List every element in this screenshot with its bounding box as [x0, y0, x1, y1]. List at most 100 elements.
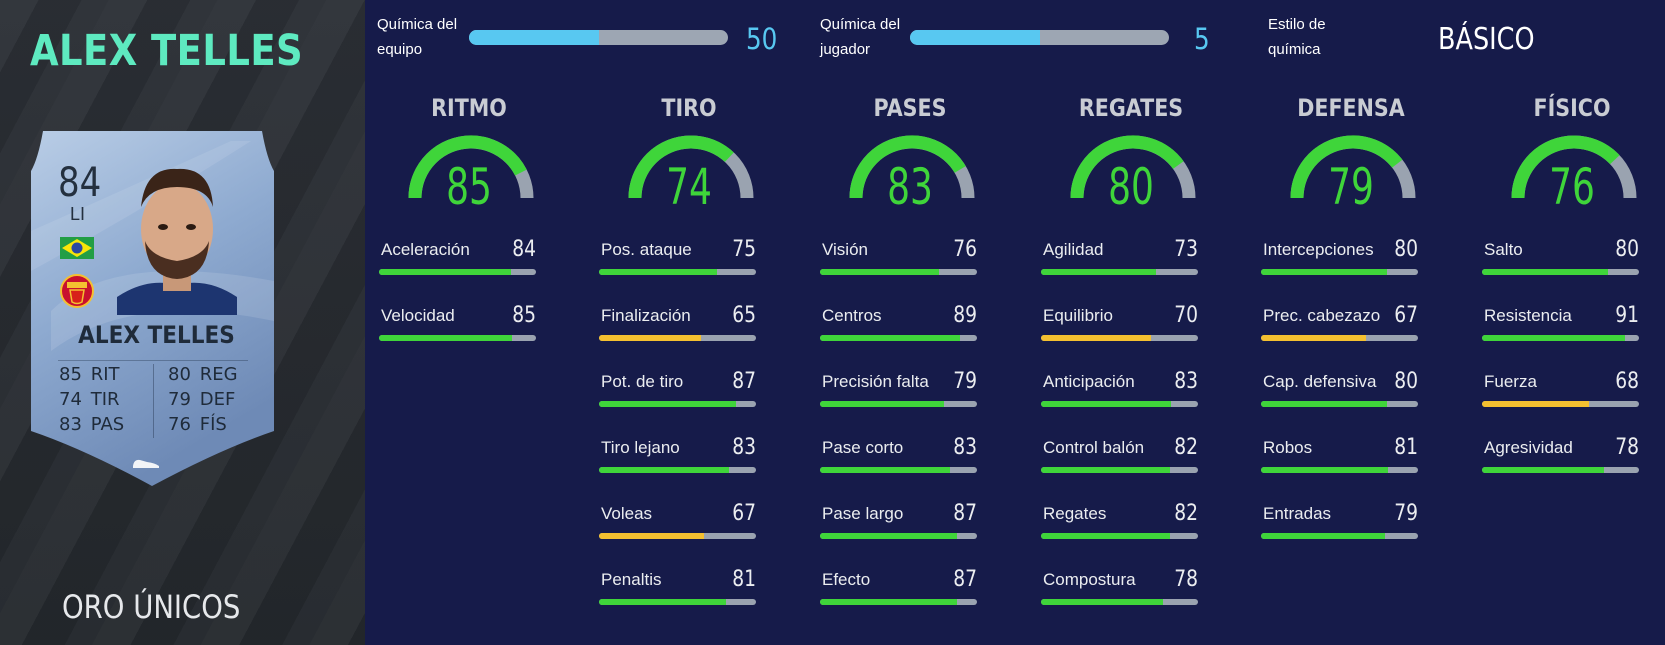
attribute-bar-fill [599, 467, 730, 473]
attribute-bar [1261, 401, 1418, 407]
card-stat-reg: 80 REG [168, 364, 238, 385]
attribute-bar [1041, 467, 1198, 473]
attribute-name: Agilidad [1043, 240, 1104, 259]
attribute-row: Fuerza 68 [1482, 369, 1642, 410]
attribute-name: Control balón [1043, 438, 1145, 457]
attribute-bar [599, 269, 756, 275]
attribute-name: Agresividad [1484, 438, 1573, 457]
attribute-bar-fill [820, 467, 951, 473]
gauge-fill [849, 135, 966, 199]
attribute-name: Pot. de tiro [601, 372, 684, 391]
attribute-row: Salto 80 [1482, 237, 1642, 278]
attribute-row: Pase corto 83 [820, 435, 980, 476]
attribute-name: Penaltis [601, 570, 662, 589]
player-card[interactable] [31, 131, 274, 486]
attribute-bar-fill [1041, 533, 1170, 539]
attribute-bar-fill [379, 269, 511, 275]
attribute-row: Resistencia 91 [1482, 303, 1642, 344]
attribute-row: Equilibrio 70 [1041, 303, 1201, 344]
attribute-value: 80 [1394, 237, 1418, 262]
attribute-name: Entradas [1263, 504, 1332, 523]
attribute-name: Finalización [601, 306, 691, 325]
attribute-value: 81 [1394, 435, 1418, 460]
attribute-bar [820, 467, 977, 473]
card-type-label: ORO ÚNICOS [62, 588, 241, 626]
attribute-bar-fill [1482, 335, 1625, 341]
attribute-bar-fill [1041, 269, 1156, 275]
attribute-value: 89 [953, 303, 977, 328]
attribute-value: 79 [1394, 501, 1418, 526]
attribute-bar [1482, 401, 1639, 407]
brazil-flag-icon [60, 237, 94, 259]
attribute-value: 65 [732, 303, 756, 328]
attribute-bar-fill [1041, 467, 1170, 473]
attribute-bar-fill [820, 533, 957, 539]
category-rating: 83 [887, 158, 933, 216]
category-regates: REGATES 80 Agilidad 73 Equilibrio 70 Anticipac… [1041, 90, 1201, 610]
attribute-row: Agilidad 73 [1041, 237, 1201, 278]
team-chemistry-fill [469, 30, 599, 45]
club-badge-icon [60, 274, 94, 308]
attribute-row: Centros 89 [820, 303, 980, 344]
attribute-value: 76 [953, 237, 977, 262]
category-rating: 79 [1328, 158, 1374, 216]
attribute-row: Control balón 82 [1041, 435, 1201, 476]
attribute-row: Pase largo 87 [820, 501, 980, 542]
chemistry-style-value[interactable]: BÁSICO [1438, 22, 1535, 57]
category-gauge [1511, 135, 1637, 199]
attribute-bar-fill [1261, 335, 1367, 341]
player-panel: ALEX TELLES [0, 0, 365, 645]
category-defensa: DEFENSA 79 Intercepciones 80 Prec. cabezazo 6… [1261, 90, 1421, 610]
attribute-name: Salto [1484, 240, 1523, 259]
attribute-row: Agresividad 78 [1482, 435, 1642, 476]
team-chemistry-label: Química del equipo [377, 16, 458, 58]
category-title: PASES [873, 94, 947, 122]
attribute-value: 78 [1615, 435, 1639, 460]
attribute-bar-fill [820, 599, 957, 605]
attribute-bar [599, 467, 756, 473]
attribute-row: Regates 82 [1041, 501, 1201, 542]
attribute-row: Tiro lejano 83 [599, 435, 759, 476]
attribute-name: Velocidad [381, 306, 455, 325]
category-rating: 85 [446, 158, 492, 216]
attribute-value: 80 [1615, 237, 1639, 262]
attribute-name: Prec. cabezazo [1263, 306, 1381, 325]
attribute-value: 85 [512, 303, 536, 328]
attribute-bar-fill [1041, 401, 1172, 407]
attribute-bar-fill [599, 401, 736, 407]
attribute-bar [1041, 599, 1198, 605]
attribute-row: Anticipación 83 [1041, 369, 1201, 410]
attribute-bar [1261, 269, 1418, 275]
category-rating: 74 [666, 158, 712, 216]
attribute-bar-fill [599, 533, 705, 539]
attribute-bar [1041, 533, 1198, 539]
attribute-name: Tiro lejano [601, 438, 680, 457]
category-rating: 80 [1108, 158, 1154, 216]
attribute-value: 67 [732, 501, 756, 526]
attribute-bar [1041, 269, 1198, 275]
attribute-bar [1041, 401, 1198, 407]
attribute-bar [379, 335, 536, 341]
attribute-bar-fill [1261, 533, 1386, 539]
attribute-value: 70 [1174, 303, 1198, 328]
chemistry-style-label: Estilo de química [1268, 16, 1326, 58]
attribute-name: Visión [822, 240, 868, 259]
attribute-row: Intercepciones 80 [1261, 237, 1421, 278]
attribute-value: 83 [953, 435, 977, 460]
attribute-bar [1041, 335, 1198, 341]
player-chemistry-fill [910, 30, 1040, 45]
attribute-row: Visión 76 [820, 237, 980, 278]
team-chemistry-value: 50 [746, 22, 778, 56]
gauge-fill [408, 135, 527, 199]
category-rating: 76 [1549, 158, 1595, 216]
category-title: FÍSICO [1533, 94, 1611, 122]
attribute-bar [1482, 467, 1639, 473]
attribute-bar-fill [1482, 269, 1608, 275]
attribute-bar-fill [820, 335, 960, 341]
attribute-bar [1261, 335, 1418, 341]
attribute-name: Cap. defensiva [1263, 372, 1377, 391]
attribute-bar [599, 533, 756, 539]
attribute-row: Pot. de tiro 87 [599, 369, 759, 410]
attribute-name: Pase largo [822, 504, 904, 523]
attribute-bar-fill [1261, 269, 1387, 275]
